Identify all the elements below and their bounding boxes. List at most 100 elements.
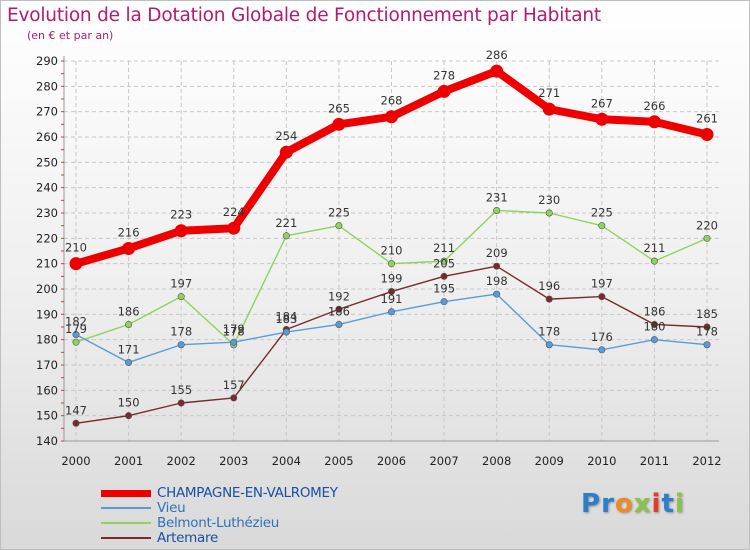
- data-label: 150: [118, 396, 140, 410]
- x-tick-label: 2010: [587, 454, 616, 468]
- data-point: [385, 110, 398, 124]
- data-label: 223: [170, 208, 192, 222]
- y-tick-label: 280: [36, 79, 58, 93]
- chart-title: Evolution de la Dotation Globale de Fonc…: [7, 5, 601, 26]
- legend-label: Vieu: [157, 500, 186, 516]
- x-tick-label: 2003: [219, 454, 248, 468]
- x-tick-label: 2011: [640, 454, 669, 468]
- data-point: [703, 234, 711, 242]
- data-point: [72, 331, 80, 339]
- data-label: 211: [643, 241, 665, 255]
- y-tick-label: 210: [36, 257, 58, 271]
- data-label: 196: [538, 279, 560, 293]
- y-tick-label: 240: [36, 181, 58, 195]
- data-label: 186: [328, 304, 350, 318]
- y-tick-label: 270: [36, 105, 58, 119]
- data-point: [227, 221, 241, 235]
- data-point: [545, 209, 553, 217]
- data-point: [122, 241, 136, 255]
- data-point: [545, 295, 553, 303]
- data-point: [279, 145, 293, 159]
- data-point: [230, 338, 238, 346]
- data-point: [177, 293, 185, 301]
- data-point: [72, 338, 80, 346]
- data-point: [437, 84, 451, 98]
- series-layer: [69, 64, 714, 427]
- data-point: [177, 399, 185, 407]
- data-label: 278: [433, 68, 455, 82]
- y-tick-label: 290: [36, 54, 58, 68]
- legend-label: CHAMPAGNE-EN-VALROMEY: [157, 485, 338, 501]
- data-point: [650, 320, 658, 328]
- legend-swatch: [101, 537, 151, 539]
- legend-label: Artemare: [157, 530, 218, 546]
- data-point: [493, 290, 501, 298]
- legend-item: Belmont-Luthézieu: [101, 515, 421, 532]
- data-label: 176: [591, 330, 613, 344]
- data-point: [282, 328, 290, 336]
- data-point: [174, 224, 188, 238]
- data-point: [595, 112, 609, 126]
- legend-swatch: [101, 490, 151, 497]
- proxiti-logo: Proxiti: [581, 489, 685, 519]
- data-labels: 147 150 155 157 184 192 199 205 209 196 197 186 185 1…: [65, 48, 718, 417]
- data-point: [650, 257, 658, 265]
- data-point: [125, 320, 133, 328]
- data-label: 179: [65, 322, 87, 336]
- data-label: 271: [538, 86, 560, 100]
- data-label: 254: [275, 129, 297, 143]
- data-point: [598, 222, 606, 230]
- data-point: [332, 117, 346, 131]
- x-tick-label: 2007: [429, 454, 458, 468]
- data-point: [545, 341, 553, 349]
- y-tick-label: 160: [36, 383, 58, 397]
- data-label: 267: [591, 96, 613, 110]
- data-label: 157: [223, 378, 245, 392]
- data-label: 178: [223, 325, 245, 339]
- data-label: 184: [275, 310, 297, 324]
- data-label: 268: [381, 94, 403, 108]
- legend-item: CHAMPAGNE-EN-VALROMEY: [101, 485, 421, 502]
- data-label: 178: [170, 325, 192, 339]
- data-label: 192: [328, 289, 350, 303]
- x-tick-label: 2012: [692, 454, 721, 468]
- x-tick-label: 2000: [61, 454, 90, 468]
- data-label: 211: [433, 241, 455, 255]
- data-label: 210: [65, 241, 87, 255]
- data-label: 179: [223, 322, 245, 336]
- data-point: [440, 257, 448, 265]
- data-point: [598, 293, 606, 301]
- y-tick-label: 200: [36, 282, 58, 296]
- data-label: 186: [118, 304, 140, 318]
- data-point: [703, 323, 711, 331]
- data-point: [69, 257, 83, 271]
- y-tick-label: 170: [36, 358, 58, 372]
- legend-label: Belmont-Luthézieu: [157, 515, 280, 531]
- data-label: 209: [486, 246, 508, 260]
- data-label: 221: [275, 216, 297, 230]
- data-point: [650, 336, 658, 344]
- data-point: [493, 262, 501, 270]
- x-tick-label: 2002: [167, 454, 196, 468]
- data-point: [177, 341, 185, 349]
- y-tick-label: 230: [36, 206, 58, 220]
- data-point: [335, 222, 343, 230]
- data-label: 186: [643, 304, 665, 318]
- data-label: 261: [696, 111, 718, 125]
- data-label: 178: [696, 325, 718, 339]
- data-point: [490, 64, 504, 78]
- data-label: 231: [486, 190, 508, 204]
- data-label: 185: [696, 307, 718, 321]
- legend-item: Artemare: [101, 530, 421, 547]
- data-label: 147: [65, 403, 87, 417]
- data-point: [542, 102, 556, 116]
- data-label: 210: [381, 244, 403, 258]
- data-point: [493, 206, 501, 214]
- data-point: [125, 412, 133, 420]
- data-point: [72, 419, 80, 427]
- chart-subtitle: (en € et par an): [27, 29, 114, 42]
- data-label: 191: [381, 292, 403, 306]
- x-tick-label: 2005: [324, 454, 353, 468]
- data-label: 225: [591, 206, 613, 220]
